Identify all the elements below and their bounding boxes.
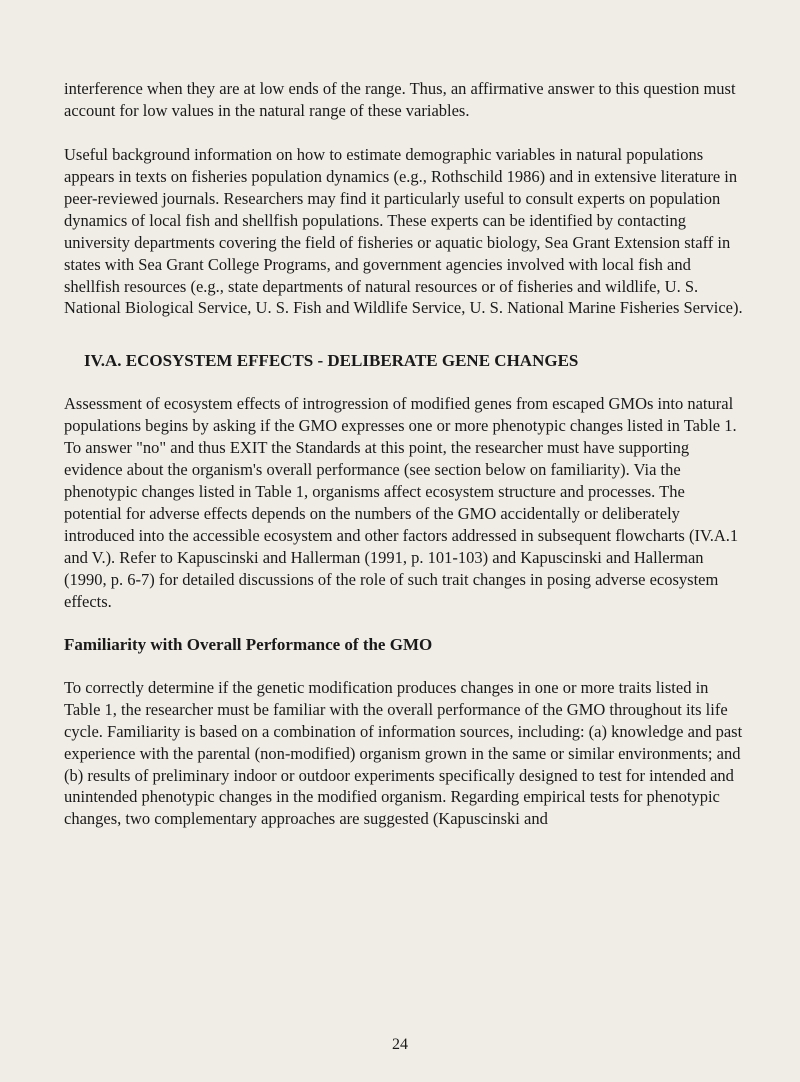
page-number: 24 — [0, 1036, 800, 1054]
section-heading: IV.A. ECOSYSTEM EFFECTS - DELIBERATE GEN… — [64, 351, 746, 371]
body-paragraph: To correctly determine if the genetic mo… — [64, 677, 746, 831]
body-paragraph: Useful background information on how to … — [64, 144, 746, 320]
subsection-heading: Familiarity with Overall Performance of … — [64, 635, 746, 655]
body-paragraph: interference when they are at low ends o… — [64, 78, 746, 122]
body-paragraph: Assessment of ecosystem effects of intro… — [64, 393, 746, 612]
